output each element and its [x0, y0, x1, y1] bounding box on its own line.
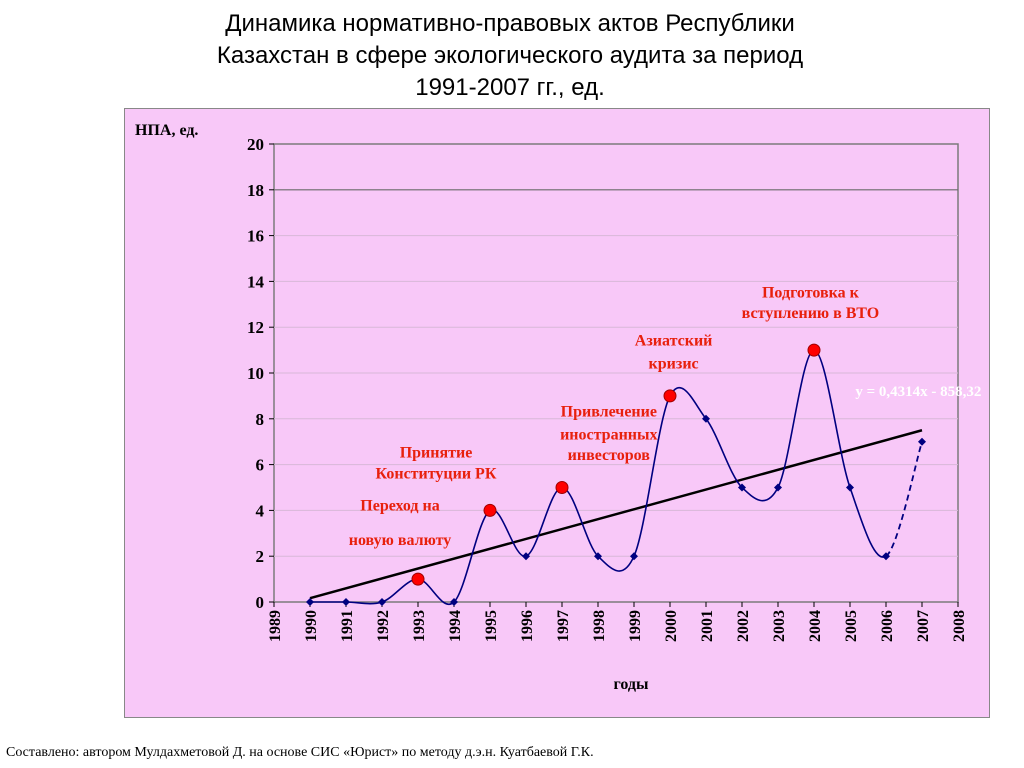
event-marker — [411, 572, 425, 586]
trend-equation: y = 0,4314x - 858,32 — [855, 384, 981, 400]
event-label: иностранных — [560, 426, 657, 443]
event-label: вступлению в ВТО — [742, 305, 880, 322]
x-tick-label: 2003 — [771, 610, 788, 642]
y-tick-label: 18 — [247, 181, 264, 200]
data-point — [342, 598, 350, 606]
event-label: кризис — [649, 355, 699, 372]
y-tick-label: 4 — [256, 501, 265, 520]
line-chart: 0 2 4 6 8 10 12 14 16 18 20 1989 1990 1991 1992 1993 199… — [135, 122, 981, 693]
x-tick-label: 1993 — [411, 610, 428, 642]
event-label: новую валюту — [349, 532, 452, 549]
event-marker — [555, 481, 569, 494]
x-tick-label: 2001 — [699, 610, 716, 642]
x-tick-label: 1991 — [339, 610, 356, 642]
title-line: 1991-2007 гг., ед. — [415, 74, 605, 101]
data-point — [738, 483, 746, 492]
y-tick-label: 6 — [256, 456, 265, 475]
x-tick-label: 1998 — [591, 610, 608, 642]
x-tick-label: 2002 — [735, 610, 752, 642]
title-line: Динамика нормативно-правовых актов Респу… — [225, 10, 795, 37]
trend-line — [309, 429, 923, 600]
data-point — [306, 598, 314, 606]
x-tick-label: 1997 — [555, 610, 572, 642]
x-tick-label: 1996 — [519, 610, 536, 642]
y-tick-label: 8 — [256, 410, 265, 429]
x-tick-label: 1992 — [375, 610, 392, 642]
x-tick-label: 2007 — [915, 610, 932, 642]
y-tick-label: 0 — [256, 593, 265, 612]
data-point — [594, 552, 602, 561]
data-point — [450, 598, 458, 606]
event-label: Переход на — [360, 497, 439, 514]
y-axis-title: НПА, ед. — [135, 122, 198, 139]
event-marker — [663, 389, 677, 403]
series-line-forecast — [885, 441, 923, 557]
data-point — [378, 598, 386, 606]
event-label: Азиатский — [635, 333, 713, 350]
event-label: инвесторов — [568, 447, 651, 464]
y-tick-label: 10 — [247, 364, 264, 383]
y-tick-label: 20 — [247, 135, 264, 154]
x-tick-label: 2005 — [843, 610, 860, 642]
data-point — [630, 552, 638, 561]
x-tick-label: 2000 — [663, 610, 680, 642]
x-tick-label: 1999 — [627, 610, 644, 642]
data-point — [918, 437, 926, 446]
source-footer: Составлено: автором Мулдахметовой Д. на … — [6, 745, 594, 760]
x-tick-label: 1994 — [447, 610, 464, 642]
event-label: Подготовка к — [762, 284, 860, 301]
y-tick-label: 12 — [247, 318, 264, 337]
event-label: Привлечение — [561, 404, 657, 421]
x-axis-title: годы — [614, 676, 650, 693]
event-marker — [483, 503, 497, 517]
event-label: Конституции РК — [376, 465, 497, 482]
x-tick-label: 1989 — [267, 610, 284, 642]
data-point — [702, 414, 710, 423]
y-tick-label: 16 — [247, 227, 264, 246]
event-marker — [807, 343, 821, 357]
chart-panel: 0 2 4 6 8 10 12 14 16 18 20 1989 1990 1991 1992 1993 199… — [124, 108, 990, 718]
y-tick-label: 14 — [247, 272, 265, 291]
x-tick-label: 2006 — [879, 610, 896, 642]
title-line: Казахстан в сфере экологического аудита … — [216, 42, 804, 69]
x-tick-label: 1995 — [483, 610, 500, 642]
y-tick-label: 2 — [256, 547, 265, 566]
x-tick-label: 2008 — [951, 610, 968, 642]
data-point — [882, 552, 890, 561]
data-point — [522, 552, 530, 561]
data-point — [846, 483, 854, 492]
x-tick-label: 1990 — [303, 610, 320, 642]
page-title: Динамика нормативно-правовых актов Респу… — [160, 8, 860, 104]
data-point — [774, 483, 782, 492]
x-tick-label: 2004 — [807, 610, 824, 642]
event-label: Принятие — [400, 445, 473, 462]
